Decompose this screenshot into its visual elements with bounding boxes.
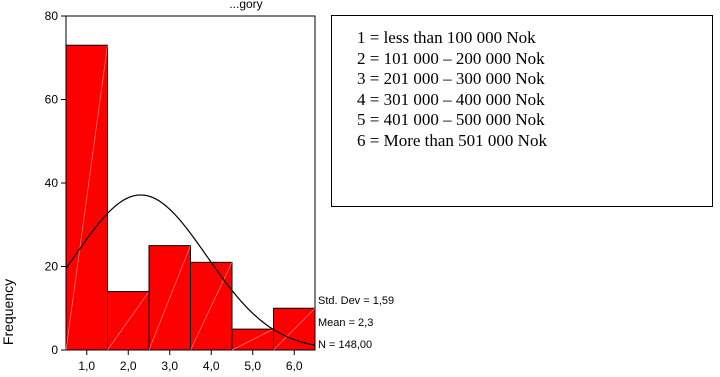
y-tick-label: 20 xyxy=(45,260,59,274)
x-tick-label: 6,0 xyxy=(286,359,303,373)
stat-label: Std. Dev = 1,59 xyxy=(318,295,394,307)
stat-label: N = 148,00 xyxy=(318,339,372,351)
y-tick-label: 60 xyxy=(45,93,59,107)
bar-hatch-line xyxy=(107,291,150,351)
legend-list: 1 = less than 100 000 Nok 2 = 101 000 – … xyxy=(332,16,712,151)
stat-label: Mean = 2,3 xyxy=(318,317,373,329)
x-axis: 1,0 2,0 3,0 4,0 5,0 6,0 xyxy=(78,350,303,373)
legend-line: 1 = less than 100 000 Nok xyxy=(357,28,536,47)
x-tick-label: 5,0 xyxy=(244,359,261,373)
income-legend-box: 1 = less than 100 000 Nok 2 = 101 000 – … xyxy=(331,15,713,207)
bar-hatch-line xyxy=(65,45,108,351)
chart-title-fragment: ...gory xyxy=(229,0,262,11)
y-axis-label: Frequency xyxy=(0,279,16,345)
legend-line: 3 = 201 000 – 300 000 Nok xyxy=(357,69,545,88)
bar-hatch-line xyxy=(148,245,191,351)
y-tick-label: 0 xyxy=(51,343,58,357)
bar-hatch-line xyxy=(273,308,316,351)
y-tick-label: 80 xyxy=(45,9,59,23)
x-tick-label: 4,0 xyxy=(203,359,220,373)
bar-hatch-line xyxy=(231,328,274,351)
stats-block: Std. Dev = 1,59 Mean = 2,3 N = 148,00 xyxy=(318,295,394,351)
legend-line: 2 = 101 000 – 200 000 Nok xyxy=(357,48,545,68)
normal-curve xyxy=(65,194,316,346)
y-tick-label: 40 xyxy=(45,176,59,190)
y-axis: 0 20 40 60 80 xyxy=(45,9,66,357)
bars-group xyxy=(65,44,316,351)
x-tick-label: 1,0 xyxy=(78,359,95,373)
legend-line: 5 = 401 000 – 500 000 Nok xyxy=(357,110,545,129)
legend-line: 6 = More than 501 000 Nok xyxy=(357,130,547,150)
legend-line: 4 = 301 000 – 400 000 Nok xyxy=(357,89,545,109)
bar-hatch-line xyxy=(190,262,233,351)
x-tick-label: 2,0 xyxy=(120,359,137,373)
x-tick-label: 3,0 xyxy=(161,359,178,373)
